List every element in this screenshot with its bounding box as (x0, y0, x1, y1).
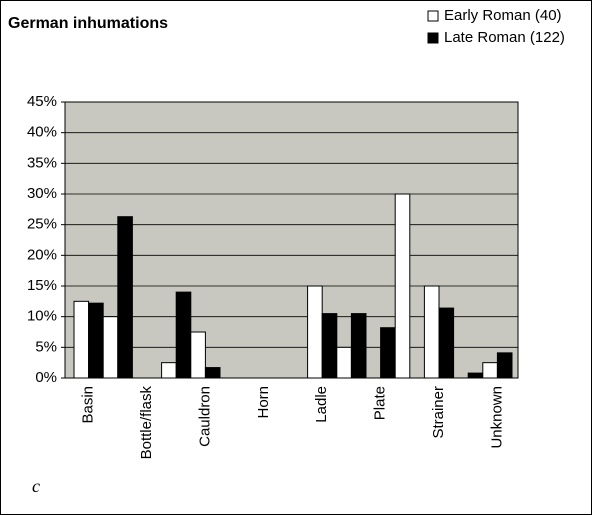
x-tick-label: Horn (255, 386, 272, 419)
y-tick-label: 10% (27, 308, 57, 325)
bar (350, 313, 367, 379)
x-tick-label: Plate (372, 386, 389, 420)
y-tick-label: 15% (27, 277, 57, 294)
bar (394, 193, 411, 379)
bar (190, 331, 206, 379)
bar (161, 362, 177, 379)
y-tick-label: 35% (27, 154, 57, 171)
y-tick-label: 0% (35, 369, 57, 386)
bar (496, 352, 513, 379)
x-tick-label: Ladle (313, 386, 330, 423)
bar (336, 346, 352, 379)
chart-title: German inhumations (8, 15, 168, 32)
y-tick-label: 5% (35, 338, 57, 355)
x-tick-label: Strainer (430, 386, 447, 439)
legend-label: Early Roman (40) (444, 7, 562, 24)
bar (204, 367, 221, 379)
legend-label: Late Roman (122) (444, 29, 565, 46)
legend-swatch (427, 10, 439, 22)
bar (307, 285, 323, 379)
bar (88, 302, 104, 379)
y-tick-label: 20% (27, 246, 57, 263)
bar (73, 300, 90, 379)
bar (467, 372, 484, 379)
x-tick-label: Bottle/flask (138, 386, 155, 460)
bar (438, 307, 455, 379)
bar (482, 362, 498, 379)
bar (380, 327, 396, 379)
legend-swatch (427, 32, 439, 44)
y-tick-label: 25% (27, 216, 57, 233)
y-tick-label: 30% (27, 185, 57, 202)
y-tick-label: 40% (27, 124, 57, 141)
x-tick-label: Cauldron (196, 386, 213, 447)
annotation: c (32, 476, 40, 496)
x-tick-label: Basin (80, 386, 97, 424)
bar (117, 216, 133, 379)
bar (423, 285, 440, 379)
y-tick-label: 45% (27, 93, 57, 110)
bar (175, 291, 192, 379)
bar (102, 316, 119, 379)
x-tick-label: Unknown (488, 386, 505, 449)
bar (321, 313, 338, 379)
